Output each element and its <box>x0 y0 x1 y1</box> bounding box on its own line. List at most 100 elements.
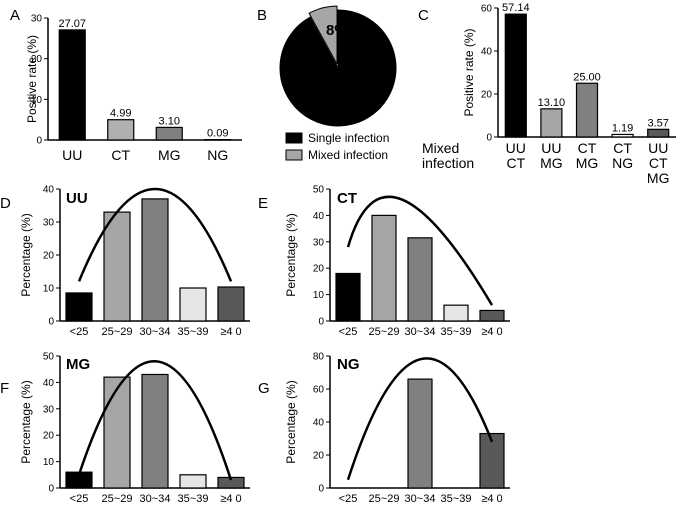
trend-curve <box>346 195 494 306</box>
x-tick-label: CT <box>506 155 525 171</box>
x-tick-label: 25~29 <box>369 326 400 338</box>
y-tick-label: 20 <box>43 251 55 262</box>
panel-title: CT <box>337 190 357 207</box>
y-tick-label: 60 <box>313 385 325 396</box>
x-tick-label: 30~34 <box>405 326 436 338</box>
bar <box>611 133 634 138</box>
x-tick-label: CT <box>578 140 597 156</box>
x-tick-label: 30~34 <box>140 493 171 505</box>
y-tick-label: 30 <box>43 404 55 415</box>
x-tick-label: UU <box>506 140 526 156</box>
bar <box>407 237 433 322</box>
bar <box>540 108 563 138</box>
y-tick-label: 10 <box>43 457 55 468</box>
y-tick-label: 50 <box>313 185 325 196</box>
legend-label: Mixed infection <box>308 148 388 162</box>
y-tick-label: 20 <box>313 451 325 462</box>
x-tick-label: NG <box>207 147 228 163</box>
data-label: 3.57 <box>647 117 668 129</box>
x-tick-label: 35~39 <box>178 493 209 505</box>
panel-f: F MG 0 10 20 30 40 50 Percentage (%) <25 25~29 30~3… <box>0 352 250 505</box>
x-tick-label: CT <box>649 155 668 171</box>
data-label: 57.14 <box>502 2 530 14</box>
y-tick-label: 10 <box>31 95 43 106</box>
panel-e: E CT 0 10 20 30 40 50 Percentage (%) <25 25~29 30~3… <box>258 185 510 338</box>
x-tick-label: 30~34 <box>140 326 171 338</box>
x-tick-label: ≥4 0 <box>220 326 241 338</box>
y-tick-label: 0 <box>318 484 324 495</box>
x-tick-label: 35~39 <box>441 326 472 338</box>
bar <box>479 309 505 322</box>
bar <box>335 272 361 322</box>
x-tick-label: ≥4 0 <box>481 493 502 505</box>
x-tick-label: <25 <box>70 493 89 505</box>
x-tick-label: UU <box>648 140 668 156</box>
y-tick-label: 10 <box>43 284 55 295</box>
panel-d: D UU 0 10 20 30 40 Percentage (%) <25 25~29 30~34 3… <box>0 185 250 338</box>
legend-swatch <box>285 149 303 161</box>
y-tick-label: 0 <box>36 136 42 147</box>
y-tick-label: 30 <box>313 237 325 248</box>
bar <box>575 82 599 138</box>
bar <box>107 119 135 141</box>
bar <box>103 211 131 322</box>
bar <box>371 214 397 322</box>
panel-title: MG <box>66 356 90 373</box>
x-tick-label: MG <box>647 170 670 186</box>
y-tick-label: 20 <box>313 264 325 275</box>
trend-curve <box>77 360 233 481</box>
y-tick-label: 60 <box>481 4 493 15</box>
panel-letter-f: F <box>0 380 9 397</box>
y-axis-label: Percentage (%) <box>284 213 298 296</box>
x-tick-label: <25 <box>70 326 89 338</box>
y-tick-label: 40 <box>313 418 325 429</box>
x-tick-label: 25~29 <box>369 493 400 505</box>
bar <box>155 126 183 141</box>
panel-b: B 8% Single infection Mixed infection <box>257 5 397 162</box>
x-tick-label: CT <box>613 140 632 156</box>
y-tick-label: 50 <box>43 352 55 363</box>
y-tick-label: 0 <box>48 317 54 328</box>
data-label: 25.00 <box>573 71 601 83</box>
bar <box>141 198 169 322</box>
panel-title: NG <box>337 356 360 373</box>
bar <box>647 128 670 138</box>
pie-slice <box>308 5 338 65</box>
y-tick-label: 0 <box>318 317 324 328</box>
x-tick-label: UU <box>62 147 82 163</box>
data-label: 13.10 <box>538 97 566 109</box>
bar <box>504 13 527 138</box>
y-tick-label: 40 <box>43 185 55 196</box>
trend-curve <box>346 357 494 481</box>
panel-a: A 0 10 20 30 Positive rate (%) 27.07 4.99 3.10 0.… <box>10 7 242 163</box>
x-tick-label: MG <box>576 155 599 171</box>
panel-c: C 0 20 40 60 Positive rate (%) 57.14 13.10 25.00… <box>418 2 676 186</box>
bar <box>479 432 505 489</box>
x-tick-label: ≥4 0 <box>220 493 241 505</box>
data-label: 3.10 <box>159 115 180 127</box>
bar <box>58 29 86 141</box>
x-tick-label: MG <box>158 147 181 163</box>
x-axis-label: infection <box>422 155 474 171</box>
pie-slice-label: 8% <box>326 22 348 39</box>
x-tick-label: 35~39 <box>178 326 209 338</box>
panel-title: UU <box>66 190 88 207</box>
panel-g: G NG 0 20 40 60 80 Percentage (%) <25 25~29 30~34 3… <box>258 352 510 505</box>
legend-swatch <box>285 132 303 144</box>
panel-letter-e: E <box>258 195 268 212</box>
data-label: 4.99 <box>110 108 131 120</box>
y-axis-label: Percentage (%) <box>19 380 33 463</box>
x-tick-label: 30~34 <box>405 493 436 505</box>
x-tick-label: 25~29 <box>102 493 133 505</box>
x-axis-label: Mixed <box>422 140 459 156</box>
x-tick-label: UU <box>541 140 561 156</box>
pie-slice <box>279 9 397 127</box>
x-tick-label: ≥4 0 <box>481 326 502 338</box>
data-label: 0.09 <box>207 128 228 140</box>
x-tick-label: 35~39 <box>441 493 472 505</box>
y-tick-label: 20 <box>43 431 55 442</box>
x-tick-label: CT <box>111 147 130 163</box>
y-tick-label: 40 <box>313 211 325 222</box>
y-tick-label: 40 <box>43 378 55 389</box>
trend-curve <box>77 187 233 282</box>
